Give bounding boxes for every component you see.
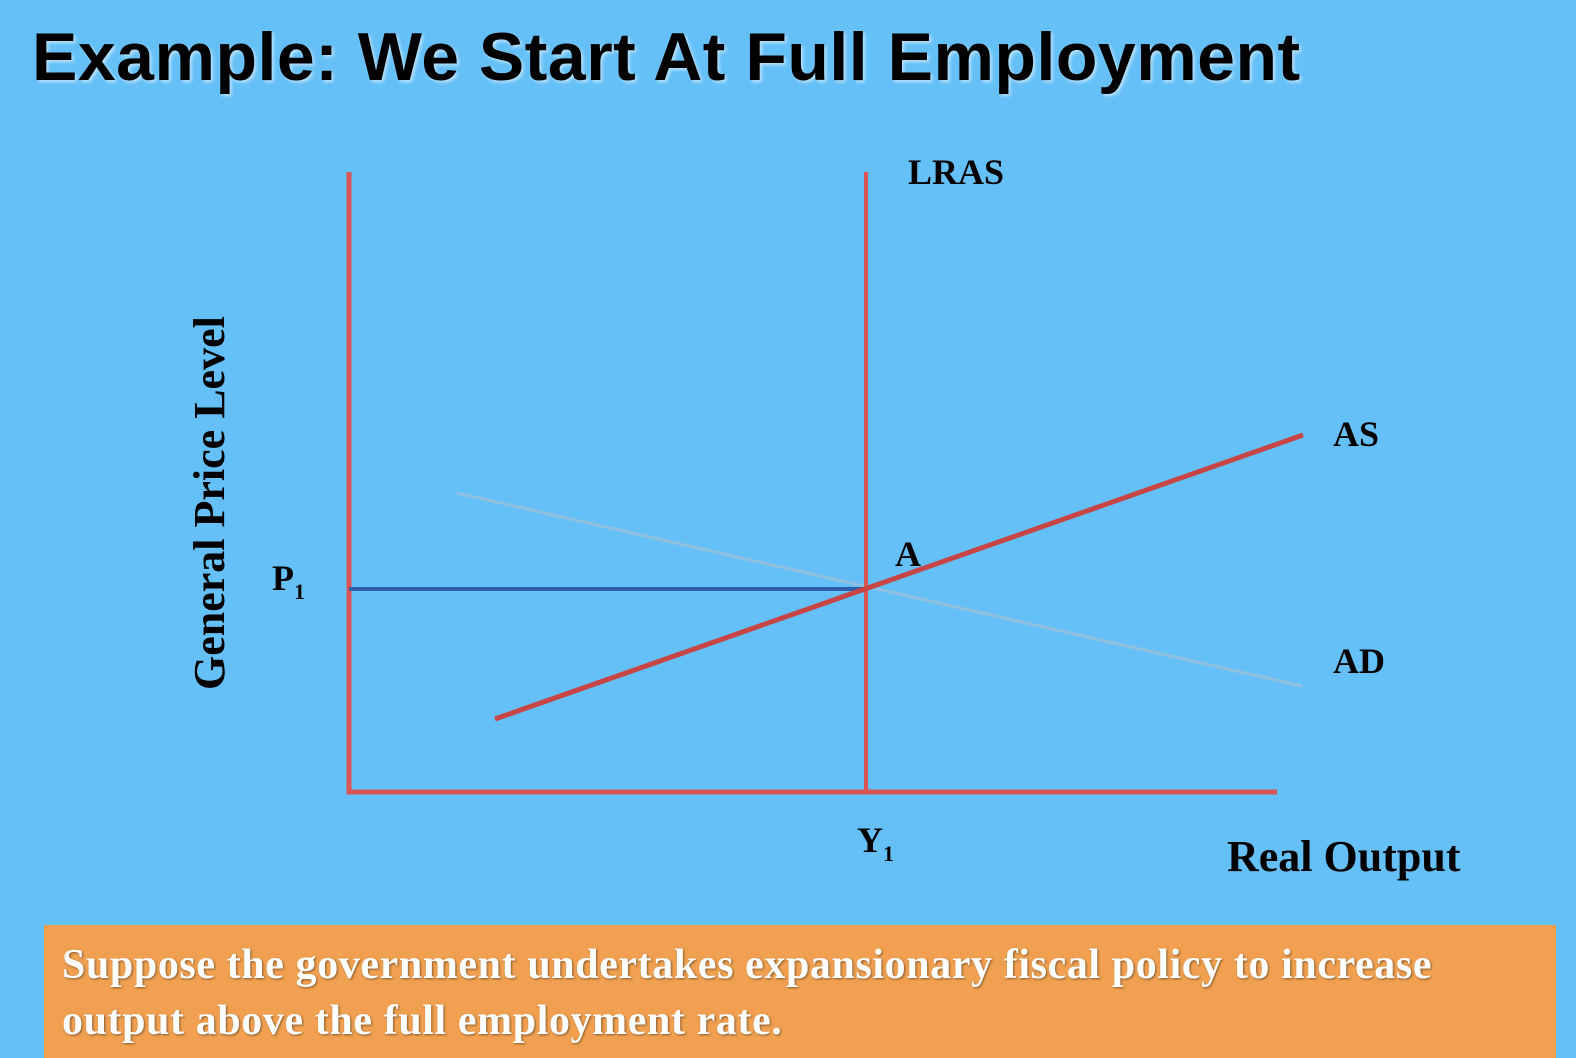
output-label-main: Y xyxy=(857,820,883,860)
output-label: Y1 xyxy=(857,820,894,866)
y-axis-label: General Price Level xyxy=(185,316,234,690)
as-label: AS xyxy=(1333,414,1379,454)
slide-title: Example: We Start At Full Employment xyxy=(32,19,1301,95)
as-curve xyxy=(494,432,1304,722)
ad-label: AD xyxy=(1333,641,1385,681)
lras-label: LRAS xyxy=(908,152,1004,192)
output-label-sub: 1 xyxy=(883,841,894,866)
x-axis-label: Real Output xyxy=(1227,832,1461,881)
price-label-main: P xyxy=(272,558,294,598)
price-label: P1 xyxy=(272,558,305,604)
equilibrium-label: A xyxy=(895,534,921,574)
price-label-sub: 1 xyxy=(294,579,305,604)
ad-curve xyxy=(456,491,1303,688)
policy-note: Suppose the government undertakes expans… xyxy=(44,925,1556,1058)
